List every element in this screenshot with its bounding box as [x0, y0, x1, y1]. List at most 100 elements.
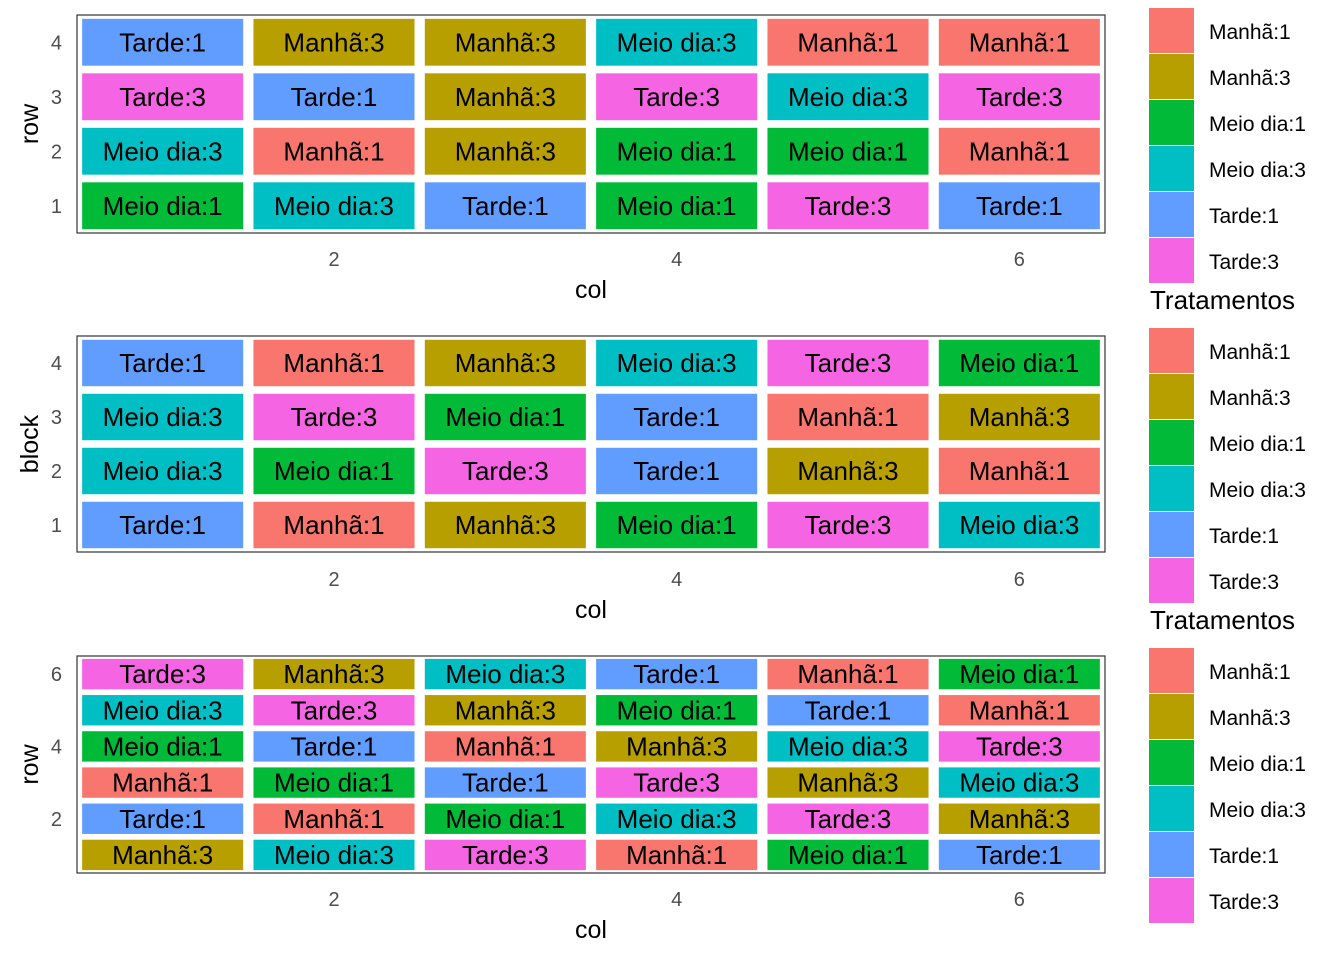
- cell-3-r5-c5: [767, 695, 929, 726]
- cell-label-2-r2-c2: Meio dia:1: [274, 456, 394, 486]
- y-tick-label: 4: [51, 32, 62, 54]
- cell-1-r3-c6: [938, 73, 1100, 121]
- cell-2-r2-c5: [767, 447, 929, 495]
- x-tick-label: 2: [328, 569, 339, 591]
- cell-1-r4-c4: [596, 18, 758, 66]
- cell-3-r1-c2: [253, 839, 415, 871]
- cell-3-r3-c5: [767, 767, 929, 798]
- cell-3-r5-c2: [253, 695, 415, 726]
- cell-1-r4-c6: [938, 18, 1100, 66]
- cell-3-r2-c2: [253, 803, 415, 834]
- cell-label-3-r5-c6: Manhã:1: [969, 695, 1070, 725]
- x-tick-label: 4: [671, 569, 682, 591]
- cell-label-3-r4-c6: Tarde:3: [976, 731, 1063, 761]
- cell-label-3-r6-c5: Manhã:1: [797, 659, 898, 689]
- cell-3-r4-c5: [767, 731, 929, 762]
- cell-label-2-r4-c1: Tarde:1: [119, 348, 206, 378]
- cell-2-r2-c4: [596, 447, 758, 495]
- cell-label-2-r1-c4: Meio dia:1: [617, 510, 737, 540]
- cell-1-r3-c4: [596, 73, 758, 121]
- cell-label-3-r2-c5: Tarde:3: [805, 804, 892, 834]
- legend-swatch: [1149, 694, 1194, 739]
- cell-3-r1-c4: [596, 839, 758, 871]
- y-tick-label: 6: [51, 664, 62, 686]
- cell-3-r2-c3: [424, 803, 586, 834]
- cell-label-1-r3-c1: Tarde:3: [119, 82, 206, 112]
- cell-2-r3-c4: [596, 393, 758, 441]
- legend-swatch: [1149, 192, 1194, 237]
- cell-1-r4-c1: [82, 18, 244, 66]
- cell-label-1-r4-c1: Tarde:1: [119, 27, 206, 57]
- cell-2-r1-c1: [82, 501, 244, 549]
- cell-label-1-r3-c6: Tarde:3: [976, 82, 1063, 112]
- cell-label-2-r4-c6: Meio dia:1: [959, 348, 1079, 378]
- cell-label-1-r4-c4: Meio dia:3: [617, 27, 737, 57]
- cell-2-r2-c6: [938, 447, 1100, 495]
- cell-label-3-r3-c2: Meio dia:1: [274, 768, 394, 798]
- cell-2-r4-c3: [424, 339, 586, 387]
- legend-swatch: [1149, 786, 1194, 831]
- cell-3-r6-c2: [253, 658, 415, 690]
- cell-3-r4-c4: [596, 731, 758, 762]
- cell-3-r2-c6: [938, 803, 1100, 834]
- cell-3-r1-c1: [82, 839, 244, 871]
- cell-label-2-r1-c5: Tarde:3: [805, 510, 892, 540]
- cell-2-r4-c1: [82, 339, 244, 387]
- legend-swatch: [1149, 146, 1194, 191]
- y-tick-label: 3: [51, 87, 62, 109]
- cell-label-1-r2-c1: Meio dia:3: [103, 136, 223, 166]
- y-tick-label: 2: [51, 461, 62, 483]
- plot-panel-1: Meio dia:1 Meio dia:3 Tarde:1 Meio dia:1 Tar…: [16, 14, 1106, 304]
- cell-1-r1-c6: [938, 182, 1100, 230]
- cell-label-1-r4-c3: Manhã:3: [455, 27, 556, 57]
- cell-label-1-r1-c4: Meio dia:1: [617, 191, 737, 221]
- legend-label: Tarde:1: [1209, 525, 1279, 548]
- cell-label-1-r3-c5: Meio dia:3: [788, 82, 908, 112]
- cell-3-r1-c5: [767, 839, 929, 871]
- cell-1-r1-c2: [253, 182, 415, 230]
- cell-2-r4-c6: [938, 339, 1100, 387]
- cell-3-r2-c1: [82, 803, 244, 834]
- cell-label-2-r1-c6: Meio dia:3: [959, 510, 1079, 540]
- cell-label-2-r1-c2: Manhã:1: [283, 510, 384, 540]
- y-axis-label: block: [16, 414, 44, 473]
- cell-label-3-r3-c1: Manhã:1: [112, 768, 213, 798]
- cell-label-3-r6-c1: Tarde:3: [119, 659, 206, 689]
- cell-3-r6-c4: [596, 658, 758, 690]
- cell-label-3-r3-c5: Manhã:3: [797, 768, 898, 798]
- cell-2-r1-c6: [938, 501, 1100, 549]
- cell-label-1-r1-c2: Meio dia:3: [274, 191, 394, 221]
- y-tick-label: 3: [51, 407, 62, 429]
- cell-3-r5-c1: [82, 695, 244, 726]
- legend-label: Manhã:1: [1209, 341, 1291, 364]
- cell-3-r4-c2: [253, 731, 415, 762]
- x-tick-label: 6: [1014, 889, 1025, 911]
- cell-1-r3-c1: [82, 73, 244, 121]
- legend-3: Tratamentos Manhã:1 Manhã:3 Meio dia:1 Meio …: [1149, 605, 1306, 923]
- legend-label: Manhã:3: [1209, 387, 1291, 410]
- y-axis-label: row: [16, 743, 44, 784]
- cell-label-3-r1-c1: Manhã:3: [112, 840, 213, 870]
- cell-label-2-r3-c1: Meio dia:3: [103, 402, 223, 432]
- cell-3-r6-c5: [767, 658, 929, 690]
- cell-1-r3-c3: [424, 73, 586, 121]
- cell-label-2-r2-c5: Manhã:3: [797, 456, 898, 486]
- y-tick-label: 4: [51, 736, 62, 758]
- legend-label: Tarde:3: [1209, 251, 1279, 274]
- cell-3-r3-c2: [253, 767, 415, 798]
- cell-label-3-r2-c1: Tarde:1: [119, 804, 206, 834]
- legend-swatch: [1149, 54, 1194, 99]
- legend-label: Meio dia:3: [1209, 159, 1306, 182]
- cell-label-2-r2-c6: Manhã:1: [969, 456, 1070, 486]
- cell-label-1-r2-c2: Manhã:1: [283, 136, 384, 166]
- panel-border-2: [76, 335, 1106, 553]
- cell-2-r4-c2: [253, 339, 415, 387]
- cell-label-3-r5-c4: Meio dia:1: [617, 695, 737, 725]
- cell-label-3-r5-c2: Tarde:3: [291, 695, 378, 725]
- legend-title: Tratamentos: [1150, 285, 1295, 315]
- cell-3-r4-c1: [82, 731, 244, 762]
- cell-label-3-r5-c5: Tarde:1: [805, 695, 892, 725]
- cell-2-r3-c2: [253, 393, 415, 441]
- legend-label: Meio dia:3: [1209, 479, 1306, 502]
